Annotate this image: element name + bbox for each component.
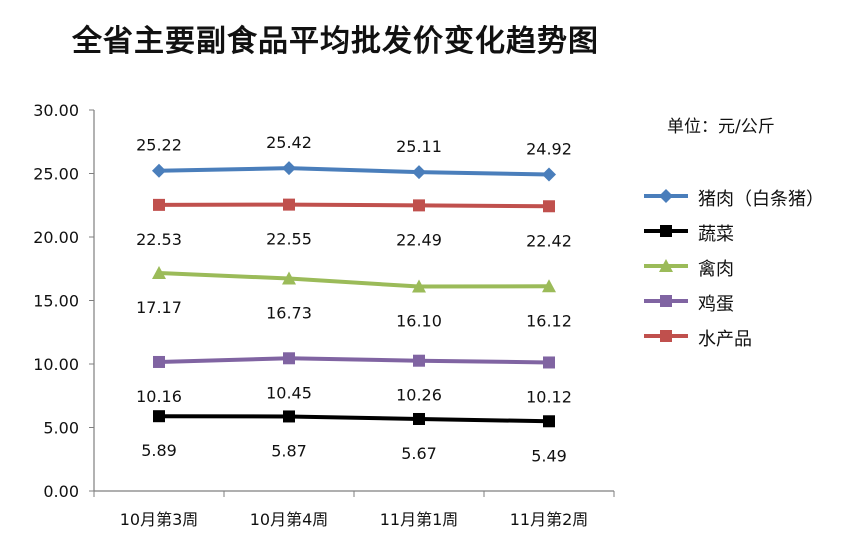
legend-label: 鸡蛋: [698, 294, 734, 315]
data-label: 5.67: [401, 444, 437, 463]
legend-swatch: [644, 189, 688, 203]
y-tick-label: 0.00: [43, 482, 79, 501]
data-label: 25.42: [266, 133, 312, 152]
data-point: [283, 352, 295, 365]
legend-marker: [659, 259, 673, 272]
data-label: 22.42: [526, 231, 572, 250]
legend-marker: [660, 330, 672, 342]
series-line-poultry: [158, 270, 550, 289]
legend-label: 禽肉: [698, 259, 734, 280]
legend-item: 禽肉: [642, 254, 842, 280]
data-point: [153, 198, 165, 211]
y-tick-label: 5.00: [43, 419, 79, 438]
x-tick-label: 10月第3周: [120, 510, 199, 529]
data-label: 25.11: [396, 137, 442, 156]
data-point: [152, 265, 166, 279]
legend-swatch: [644, 225, 688, 237]
legend-item: 鸡蛋: [642, 289, 842, 315]
data-point: [542, 279, 556, 293]
data-point: [413, 354, 425, 367]
data-point: [282, 161, 296, 176]
data-point: [153, 410, 165, 423]
y-tick-label: 15.00: [33, 292, 79, 311]
y-tick-label: 20.00: [33, 228, 79, 247]
legend-label: 猪肉（白条猪）: [698, 189, 824, 210]
x-tick-label: 10月第4周: [250, 510, 329, 529]
series-line-pork: [158, 166, 550, 177]
data-point: [412, 165, 426, 180]
legend-label: 蔬菜: [698, 224, 734, 245]
legend-marker: [660, 225, 672, 237]
data-label: 25.22: [136, 136, 182, 155]
legend-swatch: [644, 330, 688, 342]
data-point: [542, 167, 556, 182]
y-tick-label: 25.00: [33, 165, 79, 184]
legend-item: 猪肉（白条猪）: [642, 184, 842, 210]
data-point: [152, 163, 166, 178]
x-tick-label: 11月第2周: [510, 510, 589, 529]
legend-item: 蔬菜: [642, 219, 842, 245]
legend-item: 水产品: [642, 324, 842, 350]
data-point: [413, 412, 425, 425]
series-line-aquatic: [158, 202, 550, 209]
series-line-eggs: [158, 356, 550, 365]
chart-title: 全省主要副食品平均批发价变化趋势图: [72, 24, 599, 59]
data-label: 17.17: [136, 298, 182, 317]
data-point: [543, 415, 555, 428]
data-point: [282, 271, 296, 285]
data-label: 16.12: [526, 311, 572, 330]
y-tick-label: 10.00: [33, 355, 79, 374]
data-point: [412, 279, 426, 293]
data-label: 22.49: [396, 230, 442, 249]
legend-label: 水产品: [698, 329, 752, 350]
data-point: [283, 198, 295, 211]
data-label: 5.49: [531, 446, 567, 465]
data-label: 16.10: [396, 312, 442, 331]
data-point: [543, 200, 555, 213]
series-line-vegetables: [158, 414, 550, 424]
data-point: [543, 356, 555, 369]
legend-marker: [659, 189, 673, 203]
y-tick-label: 30.00: [33, 101, 79, 120]
data-label: 22.53: [136, 230, 182, 249]
data-label: 24.92: [526, 140, 572, 159]
legend-swatch: [644, 259, 688, 272]
data-label: 10.26: [396, 386, 442, 405]
data-label: 22.55: [266, 230, 312, 249]
data-point: [283, 410, 295, 423]
data-point: [153, 355, 165, 368]
data-point: [413, 199, 425, 212]
data-label: 5.87: [271, 441, 307, 460]
data-label: 16.73: [266, 304, 312, 323]
legend-swatch: [644, 295, 688, 307]
data-label: 10.12: [526, 387, 572, 406]
data-label: 10.45: [266, 383, 312, 402]
data-label: 10.16: [136, 387, 182, 406]
unit-label: 单位：元/公斤: [667, 117, 775, 137]
x-tick-label: 11月第1周: [380, 510, 459, 529]
data-label: 5.89: [141, 441, 177, 460]
legend-marker: [660, 295, 672, 307]
